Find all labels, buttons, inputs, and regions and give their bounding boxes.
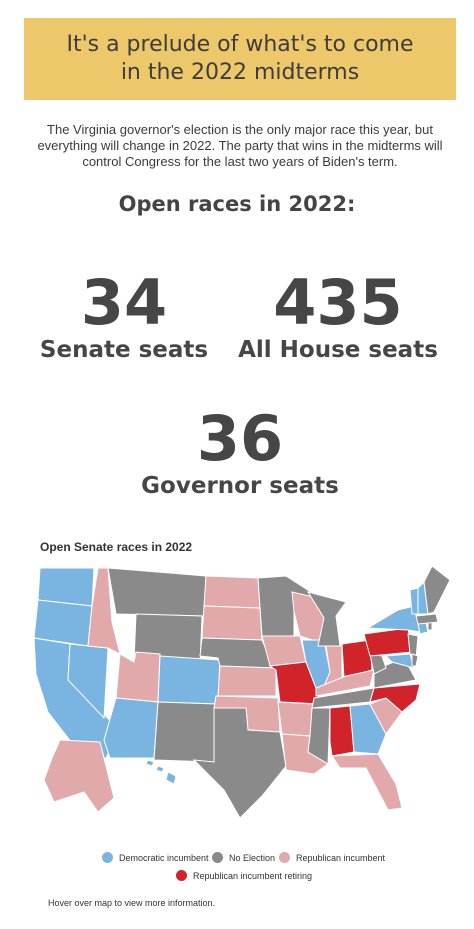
- state-ar[interactable]: [277, 701, 315, 737]
- state-nm[interactable]: [153, 701, 217, 763]
- state-co[interactable]: [157, 655, 221, 705]
- stat-governor-number: 36: [196, 402, 284, 475]
- state-al[interactable]: [329, 705, 355, 757]
- legend-none: No Election: [212, 852, 275, 863]
- state-sd[interactable]: [201, 605, 263, 641]
- state-ut[interactable]: [115, 651, 161, 703]
- stat-house-number: 435: [273, 266, 403, 339]
- legend-dem-swatch: [102, 852, 113, 863]
- legend-rep: Republican incumbent: [279, 852, 385, 863]
- state-nd[interactable]: [203, 575, 261, 609]
- legend-retiring: Republican incumbent retiring: [176, 870, 312, 881]
- state-md[interactable]: [384, 653, 415, 669]
- state-me[interactable]: [423, 565, 451, 615]
- state-wa[interactable]: [37, 567, 95, 607]
- section-subhead: Open races in 2022:: [118, 192, 356, 216]
- stat-house-label: All House seats: [238, 337, 438, 363]
- state-ma[interactable]: [415, 613, 439, 625]
- legend-rep-swatch: [279, 852, 290, 863]
- map-footnote: Hover over map to view more information.: [48, 898, 216, 908]
- stat-senate-number: 34: [80, 266, 168, 339]
- stat-senate: 34 Senate seats: [20, 270, 228, 364]
- stat-governor: 36 Governor seats: [130, 406, 350, 500]
- state-ks[interactable]: [217, 665, 277, 697]
- legend-rep-label: Republican incumbent: [296, 852, 386, 863]
- legend-none-swatch: [212, 852, 223, 863]
- state-de[interactable]: [411, 653, 419, 667]
- state-az[interactable]: [103, 697, 159, 759]
- state-mt[interactable]: [107, 567, 207, 617]
- state-hi[interactable]: [145, 759, 155, 767]
- legend-dem-label: Democratic incumbent: [119, 852, 209, 863]
- stat-governor-label: Governor seats: [141, 473, 339, 499]
- legend-retiring-label: Republican incumbent retiring: [193, 870, 313, 881]
- state-pa[interactable]: [363, 627, 413, 657]
- state-ak[interactable]: [43, 739, 115, 813]
- state-ia[interactable]: [261, 635, 307, 667]
- page-title: It's a prelude of what's to come in the …: [66, 32, 414, 85]
- state-ky[interactable]: [315, 669, 375, 697]
- state-id[interactable]: [87, 567, 121, 655]
- stat-house: 435 All House seats: [236, 270, 440, 364]
- header-banner: It's a prelude of what's to come in the …: [24, 18, 456, 100]
- state-hi-3[interactable]: [165, 771, 177, 785]
- state-vt[interactable]: [409, 587, 419, 615]
- state-fl[interactable]: [331, 753, 403, 811]
- intro-text: The Virginia governor's election is the …: [37, 122, 443, 169]
- state-nc[interactable]: [369, 683, 421, 713]
- state-ga[interactable]: [349, 703, 387, 755]
- legend-none-label: No Election: [229, 852, 276, 863]
- us-senate-map[interactable]: [24, 562, 454, 832]
- legend-dem: Democratic incumbent: [102, 852, 209, 863]
- stat-senate-label: Senate seats: [39, 337, 209, 363]
- legend-retiring-swatch: [176, 870, 187, 881]
- state-tx[interactable]: [192, 707, 287, 819]
- state-hi-2[interactable]: [155, 765, 165, 773]
- map-title: Open Senate races in 2022: [40, 540, 193, 554]
- state-ms[interactable]: [307, 707, 331, 765]
